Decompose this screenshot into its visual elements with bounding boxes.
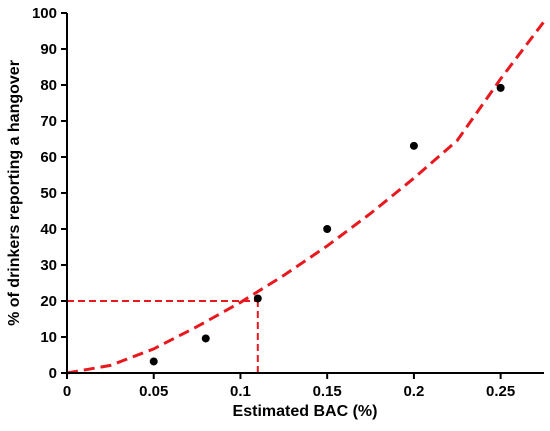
x-tick-label: 0.05 (139, 383, 168, 400)
x-axis-title: Estimated BAC (%) (233, 403, 378, 420)
y-tick-label: 20 (40, 293, 57, 310)
y-tick-label: 60 (40, 149, 57, 166)
data-point (496, 83, 505, 92)
tick-labels: 0 10 20 30 40 50 60 70 80 90 100 0 0.05 0.1 0.15 0.2 0.2… (32, 5, 515, 400)
data-point (253, 294, 262, 303)
y-tick-label: 100 (32, 5, 57, 22)
x-tick-label: 0.15 (313, 383, 342, 400)
data-point (149, 357, 158, 366)
data-point (409, 141, 418, 150)
reference-lines (67, 300, 259, 373)
y-tick-label: 40 (40, 221, 57, 238)
x-tick-label: 0.25 (486, 383, 515, 400)
y-tick-label: 80 (40, 77, 57, 94)
fitted-curve (66, 20, 546, 375)
y-tick-label: 0 (49, 365, 57, 382)
y-tick-label: 90 (40, 41, 57, 58)
y-axis-title: % of drinkers reporting a hangover (6, 60, 23, 326)
x-tick-label: 0.2 (403, 383, 424, 400)
x-tick-label: 0.1 (230, 383, 251, 400)
data-points (149, 83, 505, 366)
data-point (323, 225, 332, 233)
axes (61, 12, 544, 379)
y-tick-label: 30 (40, 257, 57, 274)
data-point (201, 334, 210, 343)
y-tick-label: 50 (40, 185, 57, 202)
x-tick-label: 0 (63, 383, 71, 400)
fitted-curve-layer (66, 20, 546, 375)
y-tick-label: 10 (40, 329, 57, 346)
y-tick-label: 70 (40, 113, 57, 130)
